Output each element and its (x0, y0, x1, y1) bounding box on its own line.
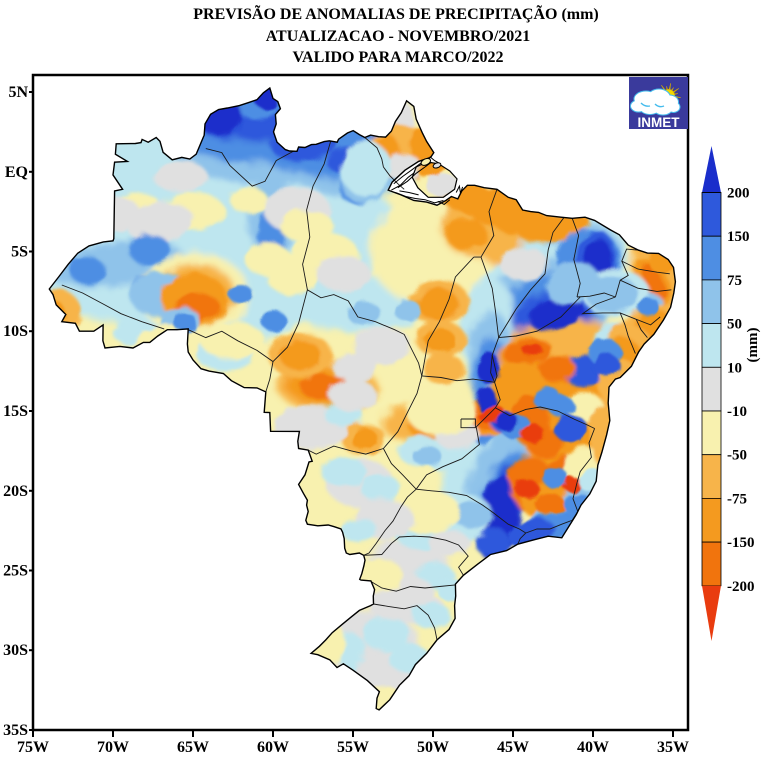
svg-text:60W: 60W (257, 739, 289, 756)
svg-text:30S: 30S (3, 642, 28, 659)
svg-text:ATUALIZACAO - NOVEMBRO/2021: ATUALIZACAO - NOVEMBRO/2021 (266, 28, 531, 45)
svg-text:20S: 20S (3, 483, 28, 500)
svg-text:INMET: INMET (638, 115, 681, 130)
svg-text:55W: 55W (337, 739, 369, 756)
svg-text:25S: 25S (3, 563, 28, 580)
svg-text:10: 10 (727, 360, 742, 376)
svg-text:5N: 5N (8, 84, 28, 101)
svg-text:75: 75 (727, 273, 742, 289)
svg-text:50: 50 (727, 317, 742, 333)
svg-text:-75: -75 (727, 491, 747, 507)
svg-text:EQ: EQ (5, 164, 28, 181)
svg-text:35W: 35W (657, 739, 689, 756)
svg-text:VALIDO PARA MARCO/2022: VALIDO PARA MARCO/2022 (293, 49, 504, 66)
svg-text:65W: 65W (177, 739, 209, 756)
svg-text:200: 200 (727, 186, 750, 202)
svg-text:-150: -150 (727, 535, 755, 551)
svg-text:40W: 40W (577, 739, 609, 756)
svg-text:10S: 10S (3, 323, 28, 340)
svg-text:70W: 70W (97, 739, 129, 756)
svg-text:-50: -50 (727, 448, 747, 464)
svg-text:PREVISÃO DE ANOMALIAS DE PRECI: PREVISÃO DE ANOMALIAS DE PRECIPITAÇÃO (m… (193, 4, 599, 23)
svg-text:-200: -200 (727, 579, 755, 595)
svg-text:50W: 50W (417, 739, 449, 756)
svg-text:150: 150 (727, 229, 750, 245)
svg-text:45W: 45W (497, 739, 529, 756)
svg-text:5S: 5S (11, 244, 28, 261)
svg-text:15S: 15S (3, 403, 28, 420)
svg-text:75W: 75W (17, 739, 49, 756)
svg-text:35S: 35S (3, 722, 28, 739)
svg-text:-10: -10 (727, 404, 747, 420)
svg-text:(mm): (mm) (745, 328, 761, 363)
